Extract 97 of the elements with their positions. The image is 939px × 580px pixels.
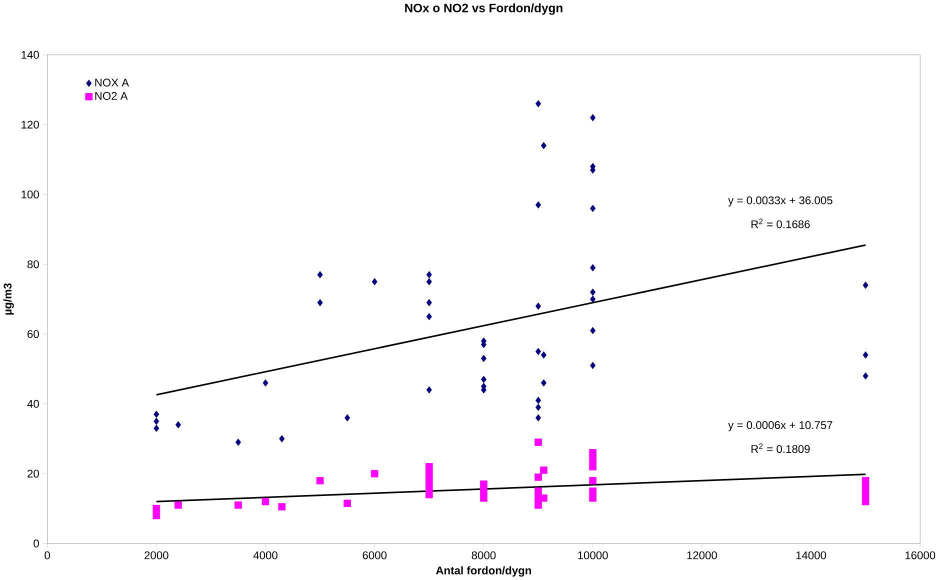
point [234,501,242,509]
chart-title: NOx o NO2 vs Fordon/dygn [405,3,562,15]
point [426,312,432,320]
x-tick-label: 2000 [144,551,168,560]
y-tick-label: 60 [28,330,39,338]
point [862,282,868,289]
point [590,295,596,303]
x-tick-label: 16000 [905,551,936,560]
point [862,372,868,380]
point [480,354,486,362]
point [862,498,870,506]
point [426,278,432,286]
point [426,298,432,306]
point [152,512,160,520]
point [535,348,542,356]
point [590,114,596,122]
point [480,376,486,384]
point [426,490,433,498]
point [540,142,547,150]
x-tick-label: 0 [44,551,50,560]
point [262,498,270,506]
y-tick-label: 100 [22,190,39,198]
x-tick-label: 8000 [472,551,496,560]
annotation: y = 0.0006x + 10.757 [728,421,832,432]
point [535,414,542,422]
point [152,504,160,512]
point [590,326,596,334]
legend-label: NOX A [95,78,130,87]
x-tick-label: 14000 [796,551,826,560]
x-tick-label: 4000 [253,551,278,560]
point [534,487,542,495]
point [426,271,432,278]
point [540,466,548,474]
point [154,418,160,425]
point [262,379,268,387]
point [344,500,351,507]
point [154,410,160,418]
point [426,463,433,470]
point [590,264,596,272]
point [589,476,596,484]
x-tick-label: 6000 [362,551,387,560]
y-tick-label: 120 [22,120,39,129]
point [480,487,488,495]
point [862,490,870,498]
point [174,501,182,509]
point [540,494,548,502]
point [589,456,596,464]
point [279,435,285,442]
point [278,503,286,510]
point [862,351,868,359]
y-axis-title: µg/m3 [3,283,14,315]
point [534,438,542,446]
point [535,100,542,108]
point [589,449,596,456]
point [370,470,378,478]
point [590,362,596,370]
y-tick-label: 40 [27,400,39,408]
point [426,386,432,394]
point [235,438,242,446]
point [316,476,324,484]
point [426,476,433,484]
point [590,288,596,296]
point [540,351,547,359]
point [426,484,433,492]
point [534,501,542,509]
annotation: y = 0.0033x + 36.005 [728,196,832,206]
point [590,204,596,212]
legend-label: NO2 A [95,92,128,100]
point [535,404,542,411]
annotation: R$^{2}$ = 0.1686 [752,218,810,228]
x-tick-label: 12000 [687,551,717,560]
point [589,463,596,470]
point [535,302,542,310]
point [317,271,323,278]
annotation: R$^{2}$ = 0.1809 [752,443,810,453]
point [589,487,596,495]
x-axis-title: Antal fordon/dygn [436,566,532,577]
point [154,424,160,432]
y-tick-label: 0 [34,540,39,548]
point [534,473,542,481]
point [344,414,350,422]
point [372,278,378,286]
x-tick-label: 10000 [578,551,608,560]
point [862,484,870,492]
point [540,379,547,387]
point [480,480,488,488]
point [535,201,542,209]
y-tick-label: 20 [28,470,39,478]
point [317,298,323,306]
point [535,396,542,404]
point [175,421,182,428]
point [862,476,870,484]
point [480,494,488,502]
y-tick-label: 80 [27,260,39,268]
y-tick-label: 140 [22,50,39,59]
point [426,470,433,478]
point [589,494,596,502]
